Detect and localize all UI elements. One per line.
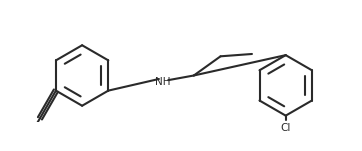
Text: NH: NH — [155, 77, 170, 87]
Text: Cl: Cl — [281, 123, 291, 133]
